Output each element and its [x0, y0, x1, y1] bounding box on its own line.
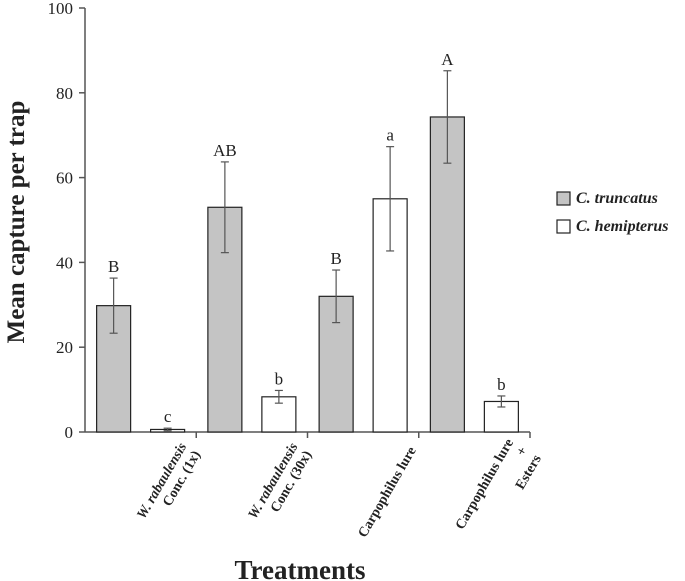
significance-letter: B	[108, 257, 119, 276]
y-tick-label: 100	[48, 0, 74, 18]
significance-letter: AB	[213, 141, 237, 160]
significance-letter: b	[275, 369, 284, 388]
y-tick-label: 0	[65, 423, 74, 442]
x-tick-label-line: Carpophilus lure	[356, 445, 420, 541]
bars-layer	[96, 70, 519, 433]
x-tick-label: Carpophilus lure	[356, 445, 420, 541]
significance-letter: b	[497, 375, 506, 394]
legend-swatch	[556, 191, 571, 206]
significance-letter: c	[164, 407, 172, 426]
significance-letter: A	[441, 50, 454, 69]
y-tick-label: 80	[56, 84, 73, 103]
legend-swatch	[556, 219, 571, 234]
significance-letter: B	[330, 249, 341, 268]
bar-c-truncatus	[429, 116, 465, 433]
significance-letter: a	[386, 126, 394, 145]
y-tick-label: 60	[56, 169, 73, 188]
y-tick-label: 40	[56, 253, 73, 272]
x-tick-label-line: Carpophilus lure	[453, 437, 517, 533]
x-tick-label: W. rabaulensisConc. (30x)	[246, 440, 316, 530]
y-tick-label: 20	[56, 338, 73, 357]
legend: C. truncatus C. hemipterus	[556, 190, 668, 235]
x-tick-label: Carpophilus lure+Esters	[453, 436, 545, 548]
x-tick-label: W. rabaulensisConc. (1x)	[135, 440, 205, 530]
legend-label: C. hemipterus	[576, 218, 668, 235]
x-axis-title: Treatments	[235, 555, 366, 581]
x-tick-label-line: Esters	[513, 452, 545, 492]
y-axis-title: Mean capture per trap	[3, 101, 30, 344]
legend-label: C. truncatus	[576, 190, 658, 207]
